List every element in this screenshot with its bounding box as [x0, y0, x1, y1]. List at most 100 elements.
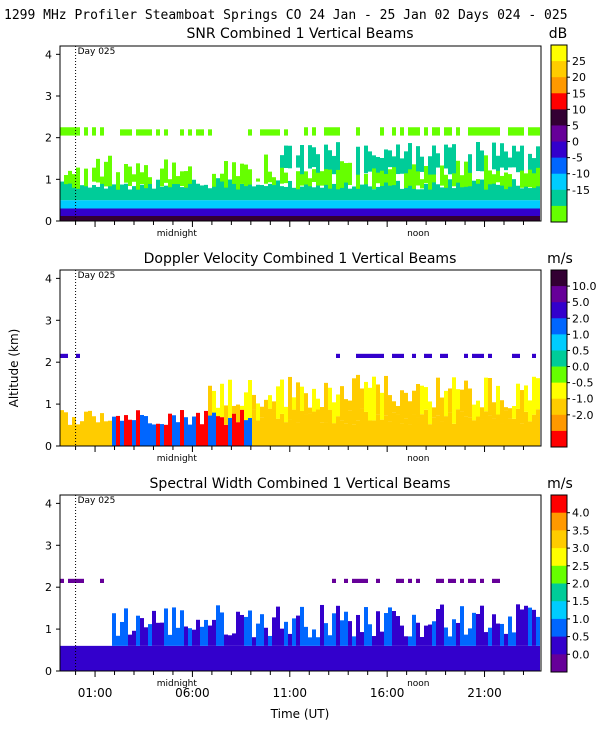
heat-cell [520, 390, 524, 424]
heat-cell [320, 200, 324, 209]
heat-cell [220, 200, 224, 209]
heat-cell [452, 188, 456, 201]
heat-cell [232, 162, 236, 184]
colorbar-label: 5 [572, 119, 579, 132]
heat-cell [480, 208, 484, 216]
heat-cell [472, 208, 476, 216]
heat-cell [124, 216, 128, 221]
heat-cell [196, 129, 200, 136]
heat-cell [84, 411, 88, 446]
heat-cell [472, 216, 476, 221]
heat-cell [160, 168, 164, 187]
heat-cell [124, 129, 128, 136]
heat-cell [316, 409, 320, 446]
heat-cell [440, 604, 444, 646]
heat-cell [492, 127, 496, 136]
colorbar-swatch [551, 398, 567, 416]
heat-cell [92, 167, 96, 182]
colorbar-swatch [551, 77, 567, 94]
heat-cell [400, 625, 404, 646]
heat-cell [224, 182, 228, 201]
heat-cell [384, 200, 388, 209]
heat-cell [380, 645, 384, 671]
heat-cell [500, 208, 504, 216]
heat-cell [244, 185, 248, 201]
heat-cell [372, 376, 376, 421]
heat-cell [84, 216, 88, 221]
heat-cell [528, 421, 532, 446]
heat-cell [232, 633, 236, 646]
heat-cell [164, 424, 168, 446]
heat-cell [224, 634, 228, 646]
heat-cell [360, 632, 364, 646]
heat-cell [308, 200, 312, 209]
heat-cell [120, 129, 124, 136]
heat-cell [496, 623, 500, 646]
heat-cell [532, 127, 536, 136]
colorbar-label: -10 [572, 168, 590, 181]
heat-cell [208, 188, 212, 201]
heat-cell [184, 626, 188, 646]
heat-cell [180, 410, 184, 446]
heat-cell [248, 178, 252, 201]
heat-cell [312, 187, 316, 201]
heat-cell [92, 185, 96, 201]
heat-cell [448, 636, 452, 646]
heat-cell [392, 353, 396, 358]
heat-cell [396, 200, 400, 209]
heat-cell [404, 418, 408, 446]
heat-cell [460, 200, 464, 209]
heat-cell [420, 200, 424, 209]
heat-cell [60, 645, 64, 671]
heat-cell [120, 184, 124, 201]
heat-cell [328, 200, 332, 209]
heat-cell [460, 177, 464, 201]
heat-cell [200, 208, 204, 216]
heat-cell [436, 609, 440, 646]
heat-cell [144, 165, 148, 189]
colorbar-swatch [551, 205, 567, 223]
heat-cell [368, 624, 372, 646]
heat-cell [188, 166, 192, 184]
heat-cell [332, 402, 336, 424]
heatmap-width [59, 494, 542, 672]
y-tick-label: 3 [45, 539, 52, 552]
colorbar-label: 10.0 [572, 280, 597, 293]
heat-cell [536, 616, 540, 646]
heat-cell [452, 619, 456, 646]
heat-cell [328, 159, 332, 189]
heat-cell [212, 180, 216, 201]
heat-cell [448, 200, 452, 209]
heat-cell [340, 161, 344, 188]
heat-cell [224, 424, 228, 446]
heat-cell [484, 645, 488, 671]
heat-cell [136, 208, 140, 216]
noon-label-doppler: noon [407, 454, 429, 464]
colorbar-label: 3.5 [572, 524, 590, 537]
heat-cell [452, 377, 456, 424]
heat-cell [232, 645, 236, 671]
heat-cell [276, 180, 280, 201]
heat-cell [448, 179, 452, 201]
heat-cell [472, 180, 476, 201]
heat-cell [452, 578, 456, 583]
heat-cell [72, 578, 76, 583]
heat-cell [508, 200, 512, 209]
heat-cell [332, 208, 336, 216]
heat-cell [420, 385, 424, 415]
heat-cell [472, 578, 476, 583]
heat-cell [280, 200, 284, 209]
heat-cell [228, 179, 232, 201]
heat-cell [392, 127, 396, 136]
heat-cell [116, 208, 120, 216]
heat-cell [248, 610, 252, 646]
heat-cell [432, 200, 436, 209]
heat-cell [476, 141, 480, 172]
heat-cell [320, 407, 324, 423]
heat-cell [224, 161, 228, 188]
colorbar-swatch [551, 583, 567, 602]
heat-cell [400, 127, 404, 136]
colorbar-label: 0 [572, 136, 579, 149]
heat-cell [516, 645, 520, 671]
heat-cell [436, 153, 440, 168]
